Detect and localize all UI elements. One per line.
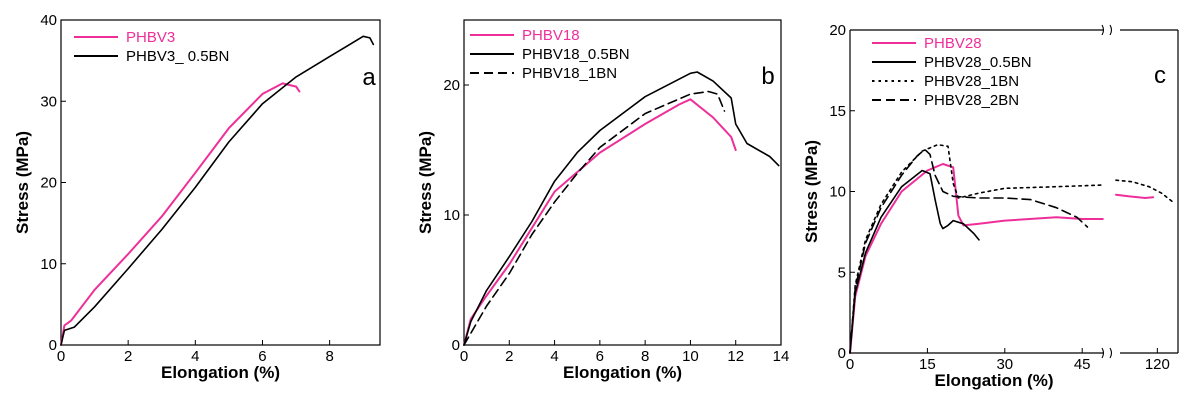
y-tick-label: 0 (838, 345, 846, 362)
y-axis-label: Stress (MPa) (13, 131, 32, 234)
y-tick-label: 40 (40, 12, 57, 29)
legend-entry: PHBV18_1BN (522, 65, 617, 82)
legend-entry: PHBV28_1BN (924, 73, 1019, 90)
legend-entry: PHBV28_2BN (924, 92, 1019, 109)
y-tick-label: 10 (40, 256, 57, 273)
x-tick-label: 10 (682, 348, 699, 365)
x-tick-label: 30 (996, 356, 1013, 373)
x-tick-label: 0 (460, 348, 468, 365)
x-tick-label: 2 (505, 348, 513, 365)
x-tick-label: 4 (550, 348, 558, 365)
chart-panel-a: 0 10 20 30 40 0 2 4 6 8 Elongation (%) Stress (MPa)… (13, 12, 381, 382)
x-axis-label: Elongation (%) (935, 371, 1054, 390)
x-tick-label: 8 (325, 348, 333, 365)
chart-panel-c: 0 5 10 15 20 0 15 30 45 120 Elongation (%) Stress (… (802, 22, 1179, 390)
x-tick-label: 2 (124, 348, 132, 365)
y-tick-label: 10 (443, 207, 460, 224)
axis-break-mark-top-2 (1109, 24, 1113, 36)
x-tick-label: 14 (773, 348, 790, 365)
y-tick-label: 5 (838, 264, 846, 281)
chart-panel-b: 0 10 20 0 2 4 6 8 10 12 14 Elongation (%) Stress (MP… (416, 19, 790, 382)
legend-entry: PHBV28_0.5BN (924, 54, 1032, 71)
series-line-1 (849, 163, 1104, 354)
x-tick-label: 45 (1074, 356, 1091, 373)
series-line-3 (463, 90, 726, 346)
axis-break-mark-top-1 (1101, 24, 1105, 36)
x-tick-label: 15 (919, 356, 936, 373)
y-tick-label: 10 (829, 184, 846, 201)
y-axis-label: Stress (MPa) (802, 140, 821, 243)
x-tick-label: 120 (1145, 356, 1170, 373)
series-line-1-right (1115, 193, 1155, 199)
x-tick-label: 0 (57, 348, 65, 365)
y-tick-label: 15 (829, 103, 846, 120)
legend-entry: PHBV3_ 0.5BN (126, 48, 229, 65)
x-axis-label: Elongation (%) (563, 363, 682, 382)
axis-break-mark-bottom-2 (1109, 347, 1113, 359)
series-line-1 (463, 98, 737, 346)
axes-frame (60, 19, 381, 346)
y-tick-label: 20 (443, 77, 460, 94)
panel-label: c (1154, 62, 1166, 89)
panel-label: b (761, 63, 774, 90)
series-line-2 (463, 71, 780, 346)
x-tick-label: 8 (641, 348, 649, 365)
x-tick-label: 6 (596, 348, 604, 365)
x-axis-label: Elongation (%) (161, 363, 280, 382)
legend-entry: PHBV18_0.5BN (522, 46, 630, 63)
axis-break-mark-bottom-1 (1101, 347, 1105, 359)
x-tick-label: 6 (258, 348, 266, 365)
y-tick-label: 0 (49, 337, 57, 354)
panel-label: a (362, 64, 376, 91)
y-tick-label: 20 (829, 22, 846, 39)
axes-frame (463, 19, 782, 346)
y-tick-label: 0 (452, 337, 460, 354)
x-tick-label: 4 (191, 348, 199, 365)
x-tick-label: 12 (727, 348, 744, 365)
x-tick-label: 0 (846, 356, 854, 373)
y-tick-label: 30 (40, 93, 57, 110)
series-line-2 (60, 35, 375, 346)
legend-entry: PHBV3 (126, 29, 175, 46)
y-tick-label: 20 (40, 175, 57, 192)
y-axis-label: Stress (MPa) (416, 131, 435, 234)
legend-entry: PHBV18 (522, 27, 580, 44)
series-line-1 (60, 82, 301, 346)
series-line-3 (849, 143, 1104, 354)
series-line-2 (849, 169, 980, 354)
series-line-4 (849, 148, 1089, 354)
legend-entry: PHBV28 (924, 35, 982, 52)
series-line-3-right (1115, 179, 1175, 204)
